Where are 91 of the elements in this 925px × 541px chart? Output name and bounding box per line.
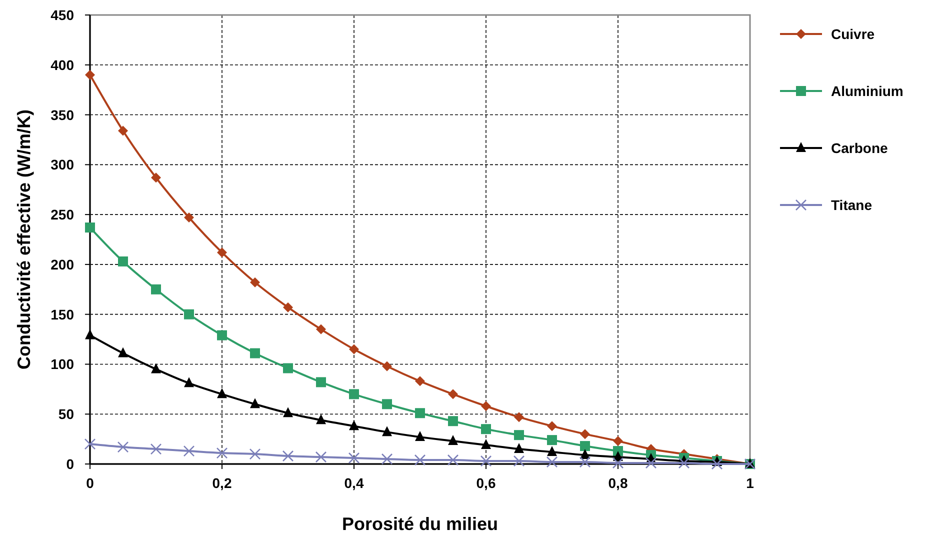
point <box>546 456 558 468</box>
point <box>547 421 557 432</box>
point <box>85 70 95 80</box>
y-tick-label: 400 <box>50 56 74 73</box>
x-tick-label: 0,6 <box>476 475 496 491</box>
point <box>217 247 227 258</box>
y-tick-label: 50 <box>58 406 74 422</box>
point <box>414 454 426 466</box>
y-tick-label: 300 <box>50 156 74 173</box>
y-tick-label: 350 <box>50 106 74 123</box>
point <box>217 330 227 340</box>
point <box>249 448 261 460</box>
x-tick-label: 0,8 <box>608 475 628 491</box>
point <box>645 457 657 469</box>
point <box>117 441 129 453</box>
point <box>547 446 557 456</box>
point <box>415 431 425 442</box>
point <box>448 435 458 446</box>
point <box>118 256 128 266</box>
point <box>348 452 360 464</box>
legend-label: Cuivre <box>831 26 875 42</box>
y-tick-label: 150 <box>50 306 74 322</box>
point <box>480 455 492 467</box>
point <box>315 451 327 463</box>
x-tick-label: 0,2 <box>212 475 232 491</box>
point <box>183 445 195 457</box>
point <box>613 436 623 446</box>
point <box>514 412 524 422</box>
point <box>118 347 128 358</box>
legend-label: Carbone <box>831 140 888 156</box>
y-tick-label: 250 <box>50 206 74 223</box>
point <box>481 439 491 450</box>
point <box>250 398 260 408</box>
point <box>579 456 591 468</box>
point <box>580 441 590 452</box>
point <box>349 344 359 354</box>
y-tick-label: 100 <box>50 356 74 372</box>
legend-label: Aluminium <box>831 83 904 99</box>
point <box>514 430 524 440</box>
point <box>283 363 293 374</box>
x-tick-label: 0 <box>86 475 94 491</box>
point <box>612 457 624 469</box>
point <box>382 399 392 410</box>
point <box>580 429 590 440</box>
point <box>316 414 326 424</box>
point <box>216 447 228 459</box>
point <box>514 443 524 454</box>
point <box>118 126 128 136</box>
point <box>382 426 392 436</box>
point <box>283 407 293 418</box>
point <box>711 458 723 470</box>
point <box>151 172 161 183</box>
point <box>217 388 227 398</box>
legend-label: Titane <box>831 197 872 213</box>
y-axis-title: Conductivité effective (W/m/K) <box>14 109 34 370</box>
point <box>85 329 95 340</box>
point <box>250 348 260 358</box>
point <box>184 212 194 223</box>
point <box>448 389 458 400</box>
point <box>283 302 293 312</box>
point <box>481 424 491 434</box>
x-axis-title: Porosité du milieu <box>342 514 498 534</box>
point <box>150 443 162 455</box>
x-tick-label: 1 <box>746 475 754 491</box>
y-tick-label: 200 <box>50 256 74 272</box>
point <box>415 408 425 418</box>
point <box>316 377 326 388</box>
point <box>415 376 425 386</box>
point <box>349 389 359 400</box>
point <box>513 455 525 467</box>
point <box>151 363 161 374</box>
point <box>349 420 359 430</box>
y-tick-label: 450 <box>50 7 74 23</box>
point <box>84 438 96 450</box>
y-tick-label: 0 <box>66 456 74 472</box>
point <box>316 324 326 334</box>
point <box>448 416 458 426</box>
point <box>547 435 557 446</box>
point <box>85 222 95 233</box>
point <box>184 309 194 320</box>
point <box>250 277 260 288</box>
point <box>481 401 491 412</box>
point <box>381 453 393 465</box>
point <box>580 449 590 460</box>
point <box>447 454 459 466</box>
point <box>282 450 294 462</box>
point <box>678 457 690 469</box>
x-tick-label: 0,4 <box>344 475 364 491</box>
point <box>382 361 392 372</box>
point <box>151 284 161 294</box>
point <box>184 377 194 388</box>
